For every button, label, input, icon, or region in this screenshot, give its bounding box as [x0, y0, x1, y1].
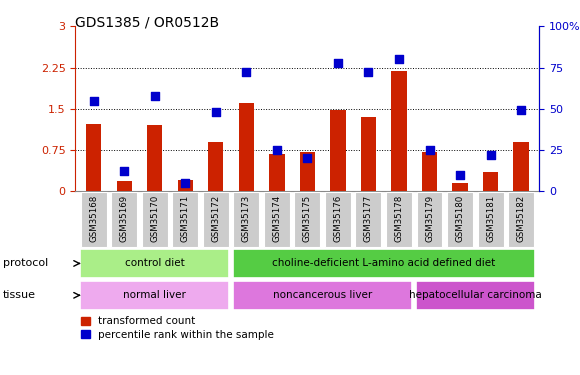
Bar: [177, 180, 193, 191]
Bar: [422, 152, 437, 191]
FancyBboxPatch shape: [356, 192, 382, 247]
Text: tissue: tissue: [3, 290, 36, 300]
FancyBboxPatch shape: [416, 192, 443, 247]
Bar: [513, 142, 529, 191]
Bar: [452, 183, 467, 191]
Point: [364, 69, 373, 75]
FancyBboxPatch shape: [81, 192, 107, 247]
Text: GSM35169: GSM35169: [119, 195, 129, 242]
Text: hepatocellular carcinoma: hepatocellular carcinoma: [409, 290, 542, 300]
Text: GSM35182: GSM35182: [517, 195, 525, 242]
FancyBboxPatch shape: [416, 281, 535, 310]
Bar: [300, 152, 315, 191]
Text: GSM35170: GSM35170: [150, 195, 160, 242]
Text: GSM35168: GSM35168: [89, 195, 98, 242]
Text: GSM35173: GSM35173: [242, 195, 251, 242]
FancyBboxPatch shape: [233, 281, 412, 310]
Bar: [147, 125, 162, 191]
FancyBboxPatch shape: [80, 281, 229, 310]
Point: [394, 56, 404, 62]
Point: [119, 168, 129, 174]
Bar: [117, 182, 132, 191]
Bar: [208, 142, 223, 191]
Text: GSM35179: GSM35179: [425, 195, 434, 242]
Bar: [483, 172, 498, 191]
Text: GSM35174: GSM35174: [273, 195, 281, 242]
Point: [272, 147, 281, 153]
Point: [303, 155, 312, 161]
FancyBboxPatch shape: [233, 249, 535, 278]
FancyBboxPatch shape: [172, 192, 198, 247]
Legend: transformed count, percentile rank within the sample: transformed count, percentile rank withi…: [77, 312, 278, 344]
Text: GSM35181: GSM35181: [486, 195, 495, 242]
Text: GSM35172: GSM35172: [211, 195, 220, 242]
FancyBboxPatch shape: [386, 192, 412, 247]
Text: noncancerous liver: noncancerous liver: [273, 290, 372, 300]
Text: GSM35180: GSM35180: [455, 195, 465, 242]
Point: [455, 172, 465, 178]
Bar: [269, 154, 285, 191]
Text: normal liver: normal liver: [124, 290, 186, 300]
Text: GSM35176: GSM35176: [334, 195, 342, 242]
Text: GDS1385 / OR0512B: GDS1385 / OR0512B: [75, 15, 219, 29]
FancyBboxPatch shape: [111, 192, 137, 247]
FancyBboxPatch shape: [477, 192, 503, 247]
FancyBboxPatch shape: [447, 192, 473, 247]
Text: protocol: protocol: [3, 258, 48, 268]
Bar: [239, 103, 254, 191]
Bar: [330, 110, 346, 191]
Point: [425, 147, 434, 153]
FancyBboxPatch shape: [80, 249, 229, 278]
Text: GSM35171: GSM35171: [181, 195, 190, 242]
FancyBboxPatch shape: [233, 192, 259, 247]
FancyBboxPatch shape: [142, 192, 168, 247]
Point: [486, 152, 495, 158]
Point: [211, 109, 220, 115]
Point: [242, 69, 251, 75]
Text: choline-deficient L-amino acid defined diet: choline-deficient L-amino acid defined d…: [272, 258, 495, 268]
FancyBboxPatch shape: [325, 192, 351, 247]
Text: GSM35178: GSM35178: [394, 195, 404, 242]
FancyBboxPatch shape: [264, 192, 290, 247]
Point: [180, 180, 190, 186]
FancyBboxPatch shape: [203, 192, 229, 247]
Text: GSM35177: GSM35177: [364, 195, 373, 242]
Bar: [361, 117, 376, 191]
Text: GSM35175: GSM35175: [303, 195, 312, 242]
Point: [516, 107, 525, 113]
Point: [89, 98, 99, 104]
FancyBboxPatch shape: [295, 192, 320, 247]
Bar: [86, 124, 101, 191]
Point: [334, 60, 343, 66]
Text: control diet: control diet: [125, 258, 184, 268]
Point: [150, 93, 160, 99]
FancyBboxPatch shape: [508, 192, 534, 247]
Bar: [392, 71, 407, 191]
